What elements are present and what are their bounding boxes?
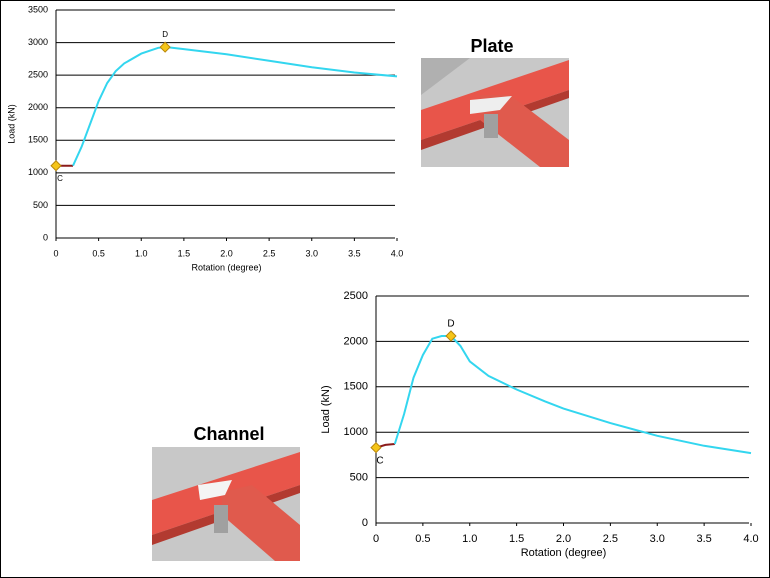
y-tick-label: 1500 xyxy=(344,381,368,393)
x-tick-label: 1.5 xyxy=(509,533,524,545)
x-tick-label: 2.5 xyxy=(603,533,618,545)
y-axis-label: Load (kN) xyxy=(6,104,16,144)
plate-image xyxy=(421,58,569,167)
y-tick-label: 3000 xyxy=(28,37,48,47)
y-tick-label: 2000 xyxy=(28,102,48,112)
x-tick-label: 4.0 xyxy=(391,248,404,258)
y-tick-label: 1000 xyxy=(344,426,368,438)
y-tick-label: 2000 xyxy=(344,335,368,347)
y-tick-label: 0 xyxy=(362,517,368,529)
y-tick-label: 3500 xyxy=(28,4,48,14)
x-tick-label: 0.5 xyxy=(92,248,105,258)
x-tick-label: 3.0 xyxy=(305,248,318,258)
x-tick-label: 4.0 xyxy=(743,533,758,545)
y-tick-label: 0 xyxy=(43,232,48,242)
point-label: D xyxy=(447,319,454,330)
x-tick-label: 3.0 xyxy=(650,533,665,545)
x-tick-label: 2.0 xyxy=(556,533,571,545)
y-tick-label: 1000 xyxy=(28,167,48,177)
y-tick-label: 1500 xyxy=(28,135,48,145)
channel-label: Channel xyxy=(193,424,264,444)
x-axis-label: Rotation (degree) xyxy=(191,262,261,272)
plate-label: Plate xyxy=(470,36,513,56)
x-tick-label: 0.5 xyxy=(415,533,430,545)
x-tick-label: 0 xyxy=(53,248,58,258)
point-marker xyxy=(445,330,457,342)
x-tick-label: 1.5 xyxy=(178,248,191,258)
x-axis-label: Rotation (degree) xyxy=(521,547,607,559)
point-marker xyxy=(370,441,382,454)
x-tick-label: 0 xyxy=(373,533,379,545)
x-tick-label: 1.0 xyxy=(135,248,148,258)
point-label: D xyxy=(162,30,168,39)
x-tick-label: 1.0 xyxy=(462,533,477,545)
x-tick-label: 2.5 xyxy=(263,248,276,258)
x-tick-label: 2.0 xyxy=(220,248,233,258)
y-tick-label: 2500 xyxy=(28,70,48,80)
y-tick-label: 500 xyxy=(350,472,368,484)
y-tick-label: 2500 xyxy=(344,290,368,302)
point-label: C xyxy=(376,455,383,466)
y-tick-label: 500 xyxy=(33,200,48,210)
point-marker xyxy=(50,160,62,172)
channel-image xyxy=(152,447,300,561)
y-axis-label: Load (kN) xyxy=(320,385,332,433)
x-tick-label: 3.5 xyxy=(696,533,711,545)
series-line xyxy=(393,335,752,455)
x-tick-label: 3.5 xyxy=(348,248,361,258)
point-marker xyxy=(159,41,171,53)
series-line xyxy=(72,46,398,167)
point-label: C xyxy=(57,174,63,183)
